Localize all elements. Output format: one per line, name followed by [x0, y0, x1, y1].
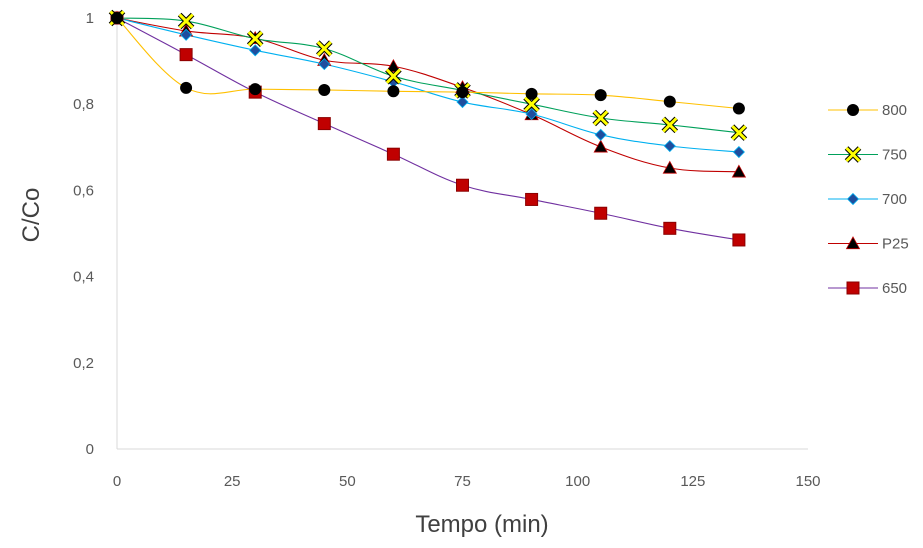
data-point-750 — [316, 40, 333, 57]
legend-label: 800 — [882, 102, 907, 119]
data-point-800 — [594, 89, 607, 102]
series-line-700 — [116, 17, 739, 153]
legend-marker — [844, 146, 862, 163]
data-point-700 — [456, 95, 469, 109]
data-point-750 — [661, 116, 679, 134]
data-point-800 — [387, 85, 400, 98]
data-point-700 — [594, 128, 607, 141]
data-point-700 — [663, 139, 676, 153]
x-axis-title: Tempo (min) — [415, 511, 548, 538]
y-tick-label: 0,8 — [73, 96, 94, 113]
series-lines — [116, 17, 739, 241]
data-point-750 — [177, 12, 195, 30]
y-tick-label: 0 — [86, 441, 94, 458]
data-point-750 — [246, 30, 264, 47]
legend-item-p25: P25 — [828, 236, 909, 253]
x-tick-labels: 0 25 50 75 100 125 150 — [113, 473, 821, 490]
data-point-p25 — [386, 58, 401, 72]
data-point-800 — [249, 83, 262, 96]
data-point-700 — [318, 58, 331, 71]
axes — [116, 18, 808, 450]
data-point-650 — [456, 178, 469, 192]
series-line-750 — [116, 17, 739, 134]
x-tick-label: 0 — [113, 473, 121, 490]
data-point-700 — [732, 145, 745, 159]
data-point-750 — [730, 124, 748, 141]
data-point-800 — [111, 12, 123, 24]
legend-item-700: 700 — [828, 191, 907, 208]
data-point-650 — [179, 48, 193, 62]
y-tick-label: 0,2 — [73, 355, 94, 372]
x-tick-label: 150 — [795, 473, 820, 490]
y-tick-label: 1 — [86, 10, 94, 27]
data-point-700 — [180, 28, 193, 41]
legend-marker — [846, 281, 860, 295]
series-markers — [108, 9, 748, 247]
data-point-700 — [525, 108, 538, 121]
data-point-p25 — [731, 164, 747, 178]
y-tick-label: 0,6 — [73, 182, 94, 199]
data-point-650 — [317, 117, 331, 131]
data-point-750 — [523, 95, 540, 113]
data-point-p25 — [662, 160, 677, 174]
legend-marker — [845, 236, 861, 250]
legend-item-650: 650 — [828, 280, 907, 297]
x-tick-label: 125 — [680, 473, 705, 490]
legend-marker — [847, 104, 859, 116]
data-point-650 — [663, 221, 677, 235]
data-point-650 — [386, 147, 400, 161]
data-point-800 — [318, 83, 331, 96]
data-point-750 — [592, 109, 609, 127]
legend: 800 750 700 P25 650 — [828, 102, 909, 297]
series-line-p25 — [116, 17, 739, 173]
series-line-650 — [116, 17, 739, 241]
series-line-800 — [116, 17, 739, 110]
y-tick-label: 0,4 — [73, 269, 94, 286]
data-point-800 — [732, 102, 745, 115]
legend-label: 650 — [882, 280, 907, 297]
x-tick-label: 75 — [454, 473, 471, 490]
legend-marker — [846, 192, 860, 206]
legend-item-800: 800 — [828, 102, 907, 119]
data-point-800 — [456, 86, 469, 99]
data-point-800 — [525, 87, 538, 100]
y-tick-labels: 0 0,2 0,4 0,6 0,8 1 — [73, 10, 94, 458]
legend-label: P25 — [882, 236, 909, 253]
legend-label: 700 — [882, 191, 907, 208]
data-point-750 — [385, 67, 402, 85]
y-axis-title: C/Co — [18, 188, 45, 243]
data-point-650 — [732, 233, 746, 247]
data-point-800 — [663, 95, 676, 108]
x-tick-label: 25 — [224, 473, 241, 490]
data-point-p25 — [593, 139, 608, 153]
data-point-700 — [249, 44, 262, 57]
data-point-800 — [180, 81, 193, 94]
legend-item-750: 750 — [828, 146, 907, 164]
data-point-650 — [594, 206, 608, 220]
x-tick-label: 50 — [339, 473, 356, 490]
legend-label: 750 — [882, 147, 907, 164]
data-point-650 — [525, 192, 539, 206]
x-tick-label: 100 — [565, 473, 590, 490]
